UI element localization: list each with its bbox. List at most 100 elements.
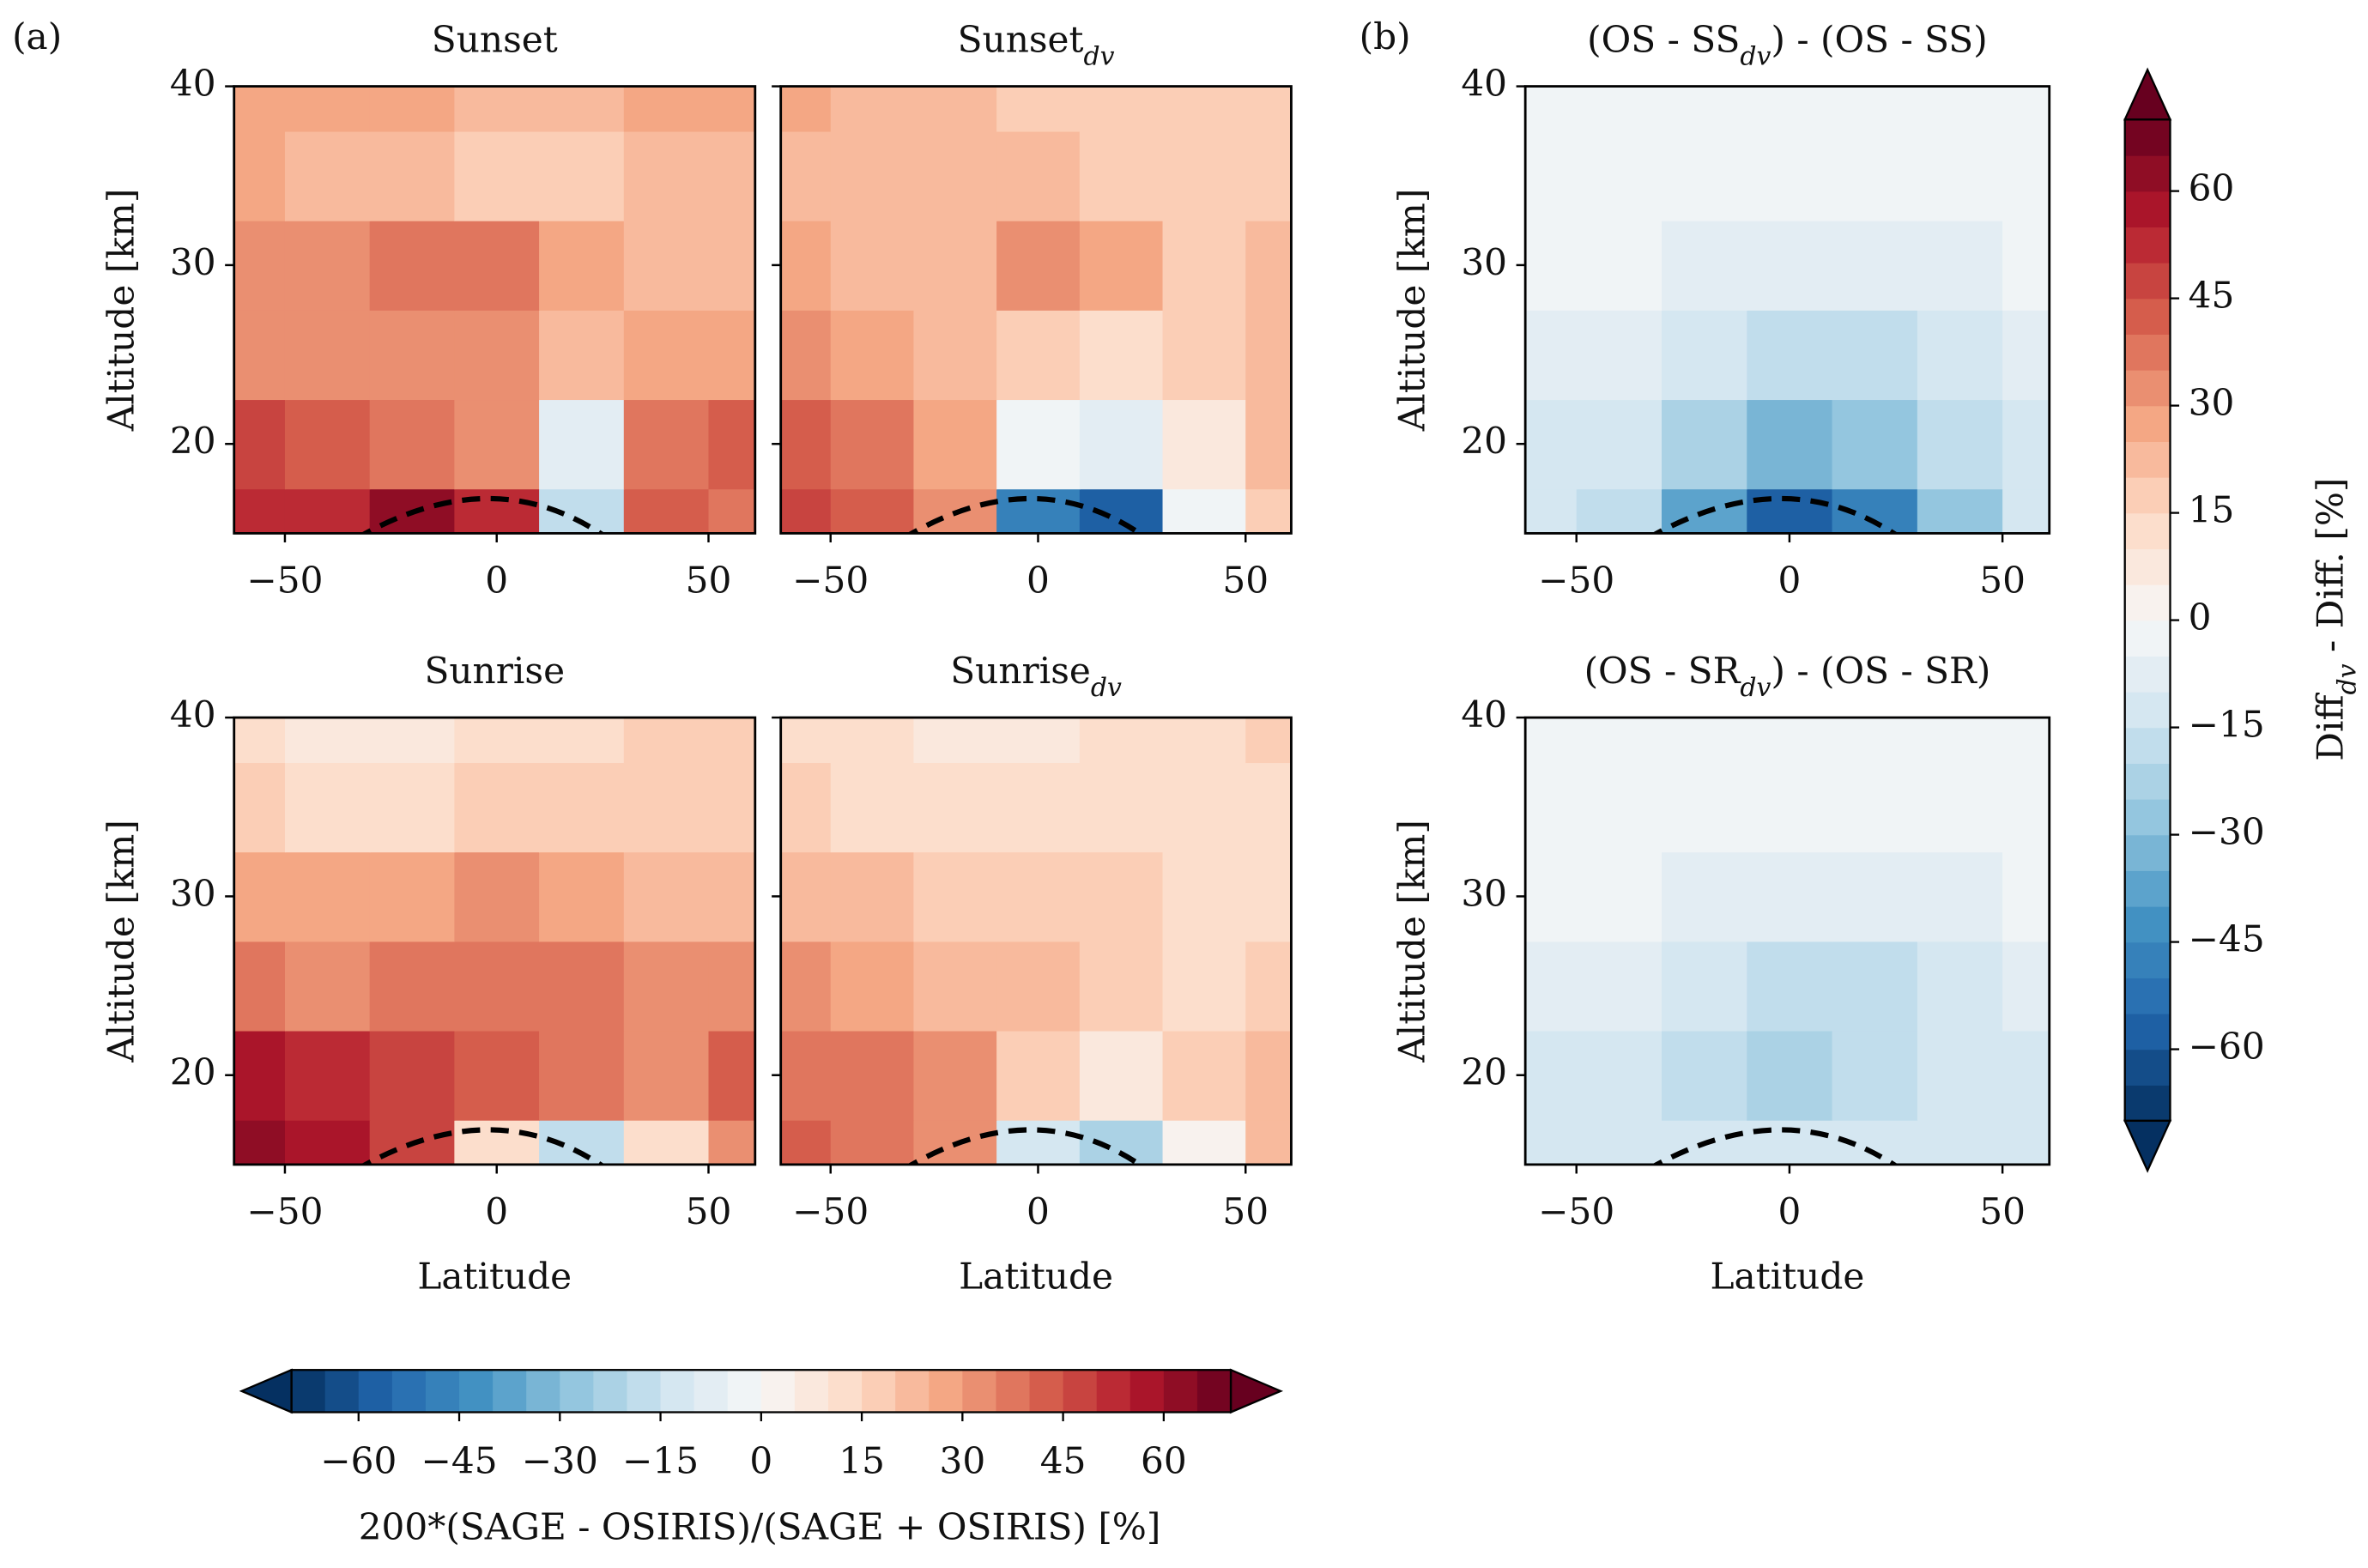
cell bbox=[284, 941, 371, 1032]
colorbar-band bbox=[2124, 978, 2171, 1014]
cell bbox=[284, 86, 371, 132]
colorbar-band bbox=[2124, 1085, 2171, 1122]
cell bbox=[1747, 86, 1833, 132]
cell bbox=[1525, 130, 1578, 221]
cell bbox=[913, 220, 998, 311]
cell bbox=[2002, 762, 2050, 853]
cell bbox=[996, 762, 1081, 853]
cell bbox=[1245, 86, 1292, 132]
cell bbox=[454, 130, 540, 221]
colorbar-band bbox=[2124, 334, 2171, 371]
colorbar-band bbox=[827, 1370, 863, 1413]
cell bbox=[830, 1119, 915, 1165]
cell bbox=[830, 941, 915, 1032]
panel-title: Sunrisedv bbox=[950, 650, 1122, 703]
cell bbox=[1576, 1030, 1662, 1121]
cell bbox=[539, 130, 625, 221]
cell bbox=[1162, 488, 1247, 534]
cell bbox=[233, 220, 286, 311]
cell bbox=[1245, 220, 1292, 311]
cell bbox=[780, 488, 832, 534]
panel: (OS - SRdv) - (OS - SR) −50 0 50 20 30 40 Altit… bbox=[1391, 650, 2051, 1298]
cell bbox=[1525, 762, 1578, 853]
cell bbox=[830, 488, 915, 534]
panel-title: (OS - SSdv) - (OS - SS) bbox=[1587, 19, 1988, 72]
cell bbox=[1662, 220, 1748, 311]
colorbar-band bbox=[2124, 905, 2171, 943]
text-part: dv bbox=[1740, 41, 1771, 71]
cell bbox=[1162, 762, 1247, 853]
cell bbox=[830, 399, 915, 490]
x-tick-label: −50 bbox=[792, 559, 869, 601]
cell bbox=[1162, 399, 1247, 490]
cell bbox=[1747, 1030, 1833, 1121]
cell bbox=[780, 130, 832, 221]
cell bbox=[1162, 1030, 1247, 1121]
cell bbox=[1525, 309, 1578, 401]
cell bbox=[539, 220, 625, 311]
text-part: ) - (OS - SS) bbox=[1771, 19, 1987, 61]
x-tick-label: 0 bbox=[1027, 1190, 1050, 1232]
cell bbox=[1747, 1119, 1833, 1165]
y-tick-label: 30 bbox=[170, 241, 216, 283]
cell bbox=[1162, 1119, 1247, 1165]
cell bbox=[913, 86, 998, 132]
colorbar-band bbox=[996, 1370, 1031, 1413]
y-tick-label: 40 bbox=[1461, 693, 1507, 736]
cell bbox=[454, 399, 540, 490]
field bbox=[1525, 86, 2050, 534]
cell bbox=[1525, 851, 1578, 942]
colorbar-tick-label: −60 bbox=[320, 1439, 397, 1481]
colorbar-extend bbox=[2123, 67, 2172, 121]
colorbar-band bbox=[2124, 1013, 2171, 1050]
colorbar-band bbox=[962, 1370, 997, 1413]
cell bbox=[1576, 762, 1662, 853]
cell bbox=[1162, 717, 1247, 764]
cell bbox=[233, 309, 286, 401]
colorbar-band bbox=[2124, 941, 2171, 978]
y-tick-label: 30 bbox=[170, 872, 216, 914]
cell bbox=[1662, 309, 1748, 401]
colorbar-band bbox=[2124, 441, 2171, 478]
cell bbox=[830, 86, 915, 132]
cell bbox=[708, 399, 755, 490]
y-axis-label: Altitude [km] bbox=[100, 820, 142, 1063]
cell bbox=[1576, 1119, 1662, 1165]
cell bbox=[2002, 399, 2050, 490]
x-tick-label: 50 bbox=[1222, 1190, 1269, 1232]
cell bbox=[780, 762, 832, 853]
colorbar-band bbox=[593, 1370, 628, 1413]
colorbar-band bbox=[1029, 1370, 1064, 1413]
colorbar: −60 −45 −30 −15 0 15 30 45 60 Diffdv - Diff. [%] bbox=[2123, 67, 2363, 1173]
cell bbox=[1079, 941, 1164, 1032]
cell bbox=[454, 762, 540, 853]
cell bbox=[233, 717, 286, 764]
field bbox=[780, 717, 1292, 1165]
tropopause bbox=[1651, 1127, 1899, 1165]
colorbar-tick-label: −30 bbox=[522, 1439, 598, 1481]
cell bbox=[623, 488, 710, 534]
cell bbox=[1079, 762, 1164, 853]
frame bbox=[1523, 85, 2051, 535]
cell bbox=[1245, 399, 1292, 490]
cell bbox=[369, 941, 456, 1032]
colorbar-band bbox=[1196, 1370, 1232, 1413]
y-tick-label: 40 bbox=[1461, 63, 1507, 105]
colorbar-label: Diffdv - Diff. [%] bbox=[2310, 478, 2363, 761]
colorbar-band bbox=[2124, 227, 2171, 263]
colorbar-band bbox=[2124, 1049, 2171, 1086]
cell bbox=[233, 130, 286, 221]
x-tick-label: −50 bbox=[1538, 559, 1614, 601]
x-tick-label: −50 bbox=[1538, 1190, 1614, 1232]
cell bbox=[1747, 488, 1833, 534]
cell bbox=[913, 851, 998, 942]
x-tick-label: −50 bbox=[246, 559, 323, 601]
cell bbox=[1747, 130, 1833, 221]
cell bbox=[1079, 851, 1164, 942]
cell bbox=[996, 488, 1081, 534]
colorbar-band bbox=[425, 1370, 460, 1413]
cell bbox=[1245, 309, 1292, 401]
panel-title: Sunsetdv bbox=[958, 19, 1115, 72]
cell bbox=[539, 941, 625, 1032]
cell bbox=[233, 941, 286, 1032]
